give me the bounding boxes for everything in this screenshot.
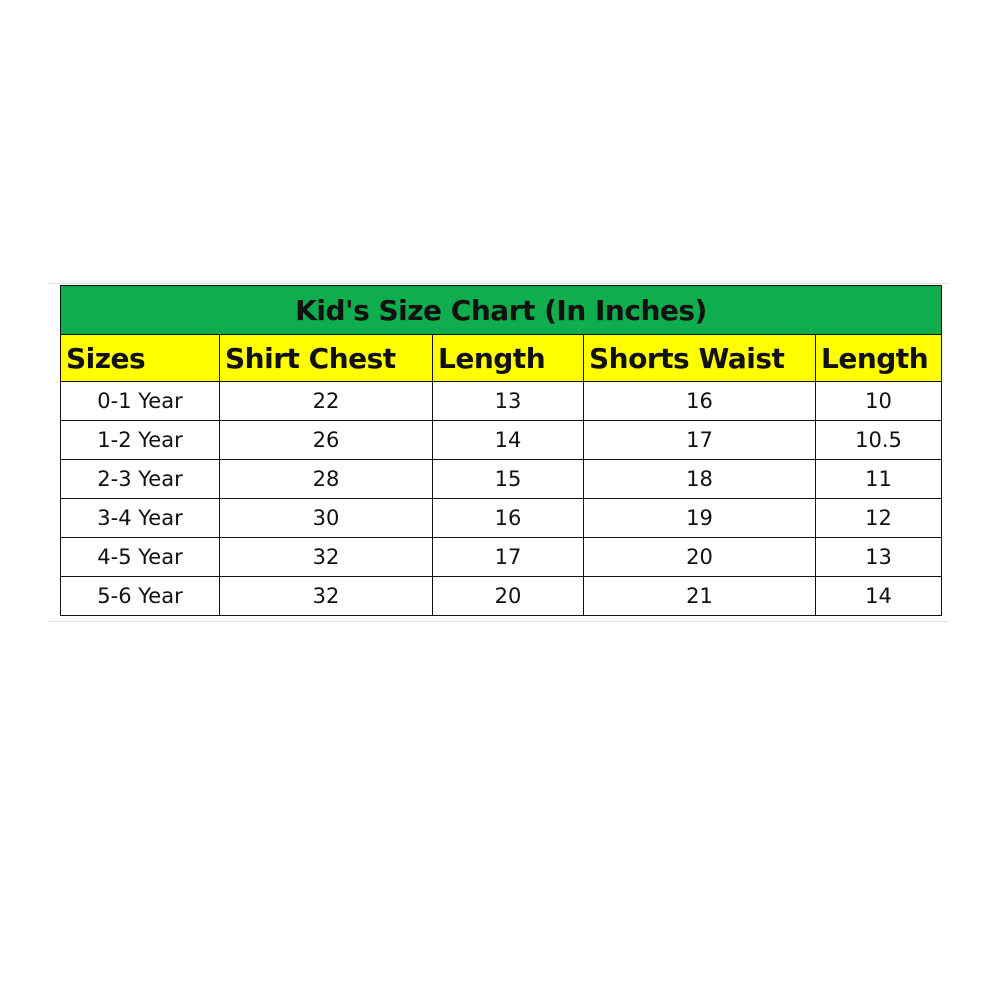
cell-size: 1-2 Year [60, 420, 220, 460]
cell-shirt-length: 14 [432, 420, 584, 460]
cell-shorts-length: 10 [814, 381, 943, 421]
cell-shorts-length: 11 [814, 459, 943, 499]
chart-title: Kid's Size Chart (In Inches) [59, 285, 943, 335]
cell-shirt-chest: 26 [219, 420, 433, 460]
cell-shirt-chest: 28 [219, 459, 433, 499]
cell-shirt-length: 20 [432, 576, 584, 616]
cell-shorts-waist: 16 [583, 381, 816, 421]
table-row: 3-4 Year 30 16 19 12 [60, 498, 943, 538]
sheet-gridline [48, 621, 948, 622]
table-row: 5-6 Year 32 20 21 14 [60, 576, 943, 616]
size-chart-table: Kid's Size Chart (In Inches) Sizes Shirt… [59, 285, 943, 616]
table-row: 2-3 Year 28 15 18 11 [60, 459, 943, 499]
cell-shorts-length: 14 [814, 576, 943, 616]
cell-shorts-waist: 19 [583, 498, 816, 538]
header-shirt-chest: Shirt Chest [219, 334, 433, 382]
cell-shirt-length: 17 [432, 537, 584, 577]
cell-shirt-length: 13 [432, 381, 584, 421]
header-shirt-length: Length [432, 334, 584, 382]
table-row: 4-5 Year 32 17 20 13 [60, 537, 943, 577]
table-row: 1-2 Year 26 14 17 10.5 [60, 420, 943, 460]
cell-shorts-waist: 21 [583, 576, 816, 616]
cell-shorts-waist: 17 [583, 420, 816, 460]
cell-shirt-chest: 32 [219, 537, 433, 577]
table-row: 0-1 Year 22 13 16 10 [60, 381, 943, 421]
cell-shirt-length: 15 [432, 459, 584, 499]
title-row: Kid's Size Chart (In Inches) [59, 285, 943, 335]
cell-shorts-length: 13 [814, 537, 943, 577]
cell-size: 4-5 Year [60, 537, 220, 577]
cell-shorts-length: 10.5 [814, 420, 943, 460]
cell-shirt-length: 16 [432, 498, 584, 538]
header-sizes: Sizes [60, 334, 220, 382]
cell-size: 2-3 Year [60, 459, 220, 499]
cell-size: 0-1 Year [60, 381, 220, 421]
cell-shorts-length: 12 [814, 498, 943, 538]
header-shorts-length: Length [814, 334, 943, 382]
header-shorts-waist: Shorts Waist [583, 334, 816, 382]
header-row: Sizes Shirt Chest Length Shorts Waist Le… [60, 334, 943, 382]
cell-shirt-chest: 30 [219, 498, 433, 538]
cell-shorts-waist: 18 [583, 459, 816, 499]
cell-size: 3-4 Year [60, 498, 220, 538]
sheet-gridline [48, 283, 948, 284]
cell-shirt-chest: 22 [219, 381, 433, 421]
cell-shorts-waist: 20 [583, 537, 816, 577]
cell-shirt-chest: 32 [219, 576, 433, 616]
cell-size: 5-6 Year [60, 576, 220, 616]
